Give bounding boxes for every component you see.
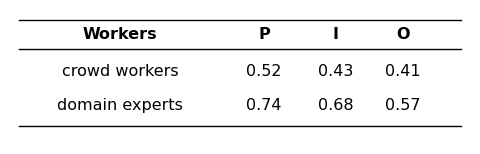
Text: 0.52: 0.52: [246, 64, 282, 79]
Text: 0.68: 0.68: [318, 98, 354, 113]
Text: I: I: [333, 27, 339, 42]
Text: 0.57: 0.57: [385, 98, 421, 113]
Text: crowd workers: crowd workers: [62, 64, 178, 79]
Text: Workers: Workers: [83, 27, 157, 42]
Text: domain experts: domain experts: [57, 98, 183, 113]
Text: P: P: [258, 27, 270, 42]
Text: 0.41: 0.41: [385, 64, 421, 79]
Text: O: O: [396, 27, 410, 42]
Text: 0.43: 0.43: [318, 64, 354, 79]
Text: 0.74: 0.74: [246, 98, 282, 113]
